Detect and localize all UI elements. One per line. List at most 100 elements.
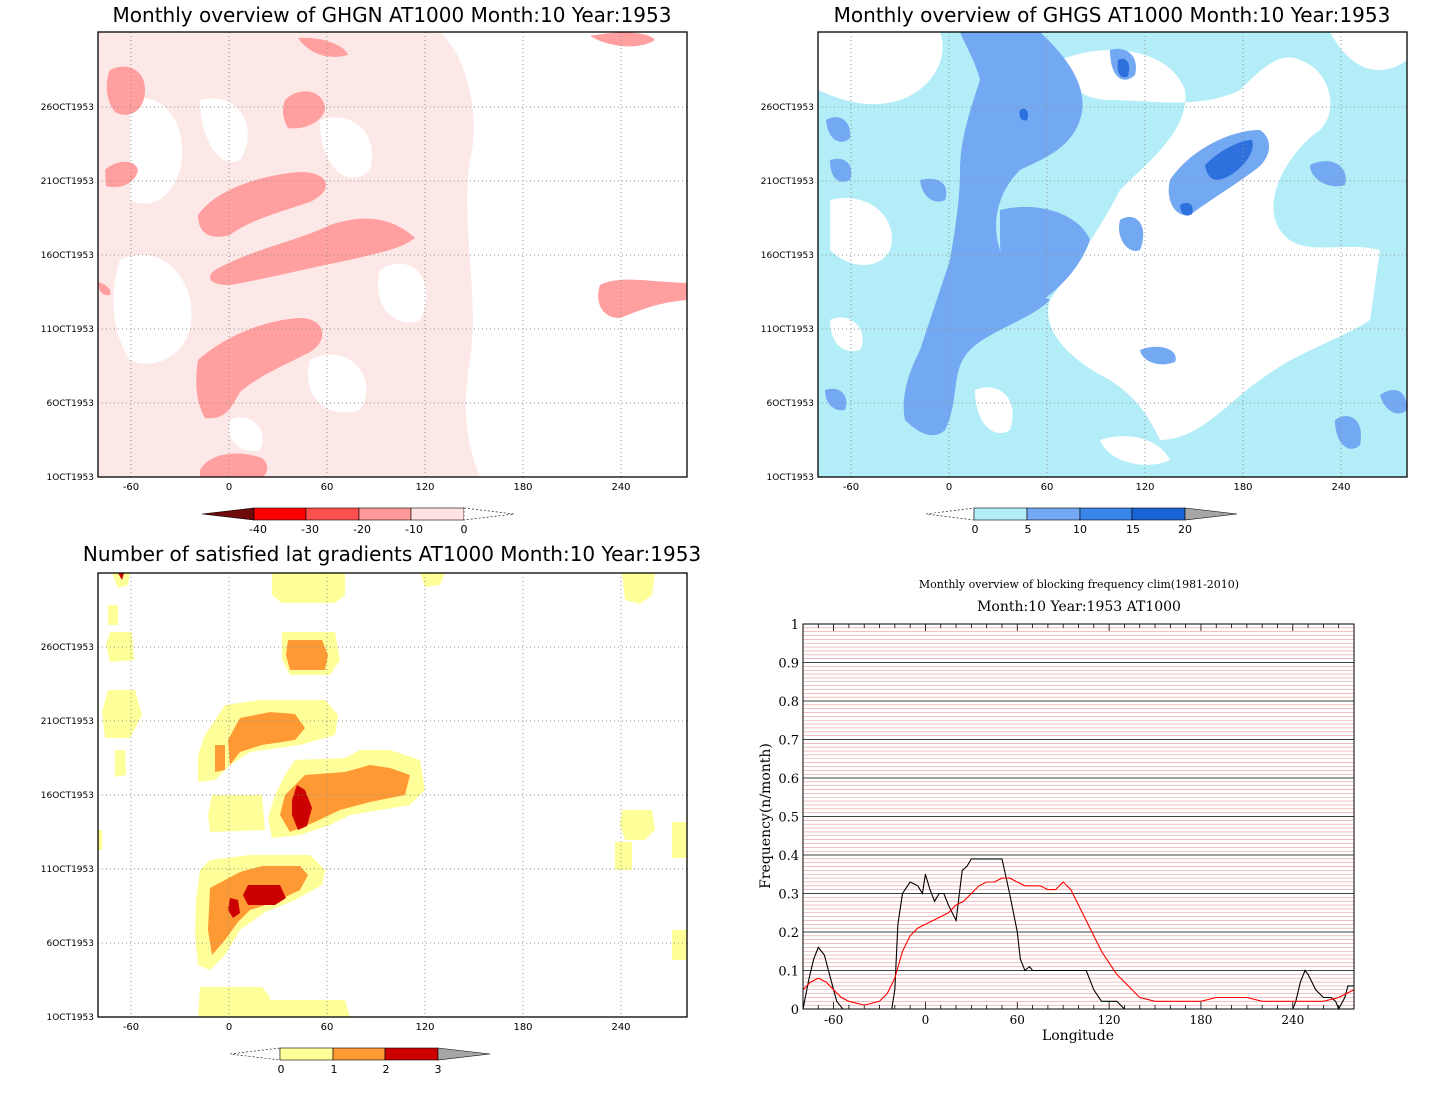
gradients-y-tick: 1OCT1953 <box>47 1013 95 1023</box>
ghgn-x-tick: 180 <box>513 482 532 493</box>
ghgs-field <box>818 32 1407 477</box>
ghgs-y-tick: 21OCT1953 <box>761 177 814 187</box>
ghgs-colorbar-label: 10 <box>1073 523 1087 536</box>
ghgn-y-tick: 16OCT1953 <box>41 251 94 261</box>
gradients-colorbar-label: 2 <box>383 1063 390 1076</box>
gradients-colorbar: 0 1 2 3 <box>229 1047 491 1076</box>
gradients-frame <box>97 572 688 1018</box>
chart-y-tick-label: 0.1 <box>778 965 799 980</box>
ghgn-x-tick: -60 <box>123 482 139 493</box>
chart-x-tick-label: 240 <box>1281 1013 1304 1027</box>
gradients-x-tick: 120 <box>415 1022 434 1033</box>
ghgn-y-tick: 21OCT1953 <box>41 177 94 187</box>
gradients-class2-areas <box>208 640 410 955</box>
ghgs-y-tick: 6OCT1953 <box>767 399 815 409</box>
chart-y-tick-label: 0.8 <box>778 695 799 710</box>
ghgn-title: Monthly overview of GHGN AT1000 Month:10… <box>113 3 672 27</box>
ghgn-y-axis: 1OCT1953 6OCT1953 11OCT1953 16OCT1953 21… <box>41 103 94 483</box>
ghgs-colorbar-label: 5 <box>1025 523 1032 536</box>
gradients-title: Number of satisfied lat gradients AT1000… <box>83 542 701 566</box>
chart-subtitle: Month:10 Year:1953 AT1000 <box>977 599 1181 615</box>
ghgn-light-areas <box>113 32 687 477</box>
chart-y-tick-label: 0 <box>791 1003 799 1018</box>
ghgn-x-tick: 0 <box>226 482 232 493</box>
ghgn-colorbar-label: 0 <box>461 523 468 536</box>
gradients-x-tick: 180 <box>513 1022 532 1033</box>
chart-y-tick-label: 0.7 <box>778 734 799 749</box>
gradients-colorbar-label: 0 <box>278 1063 285 1076</box>
ghgs-colorbar-label: 0 <box>972 523 979 536</box>
ghgn-colorbar: -40 -30 -20 -10 0 <box>201 507 515 536</box>
gradients-colorbar-label: 1 <box>331 1063 338 1076</box>
chart-y-tick-label: 0.9 <box>778 657 799 672</box>
chart-x-tick-label: -60 <box>824 1013 843 1027</box>
ghgn-panel: Monthly overview of GHGN AT1000 Month:10… <box>41 3 688 536</box>
gradients-x-tick: -60 <box>123 1022 139 1033</box>
chart-y-tick-label: 0.3 <box>778 888 799 903</box>
ghgn-x-tick: 240 <box>611 482 630 493</box>
chart-x-label: Longitude <box>1042 1028 1114 1044</box>
gradients-colorbar-label: 3 <box>435 1063 442 1076</box>
ghgn-y-tick: 1OCT1953 <box>47 473 95 483</box>
ghgn-x-axis: -60 0 60 120 180 240 <box>123 482 631 493</box>
chart-y-tick-label: 0.5 <box>778 811 799 826</box>
chart-y-axis: 0 0.1 0.2 0.3 0.4 0.5 0.6 0.7 0.8 0.9 1 <box>778 618 799 1018</box>
ghgs-colorbar-label: 15 <box>1126 523 1140 536</box>
chart-series-line-red <box>802 877 1355 1006</box>
gradients-x-axis: -60 0 60 120 180 240 <box>123 1022 631 1033</box>
chart-y-tick-label: 0.4 <box>778 849 799 864</box>
chart-x-tick-label: 120 <box>1098 1013 1121 1027</box>
ghgn-colorbar-label: -20 <box>353 523 371 536</box>
gradients-y-tick: 21OCT1953 <box>41 717 94 727</box>
gradients-class3-areas <box>118 573 312 918</box>
ghgn-y-tick: 26OCT1953 <box>41 103 94 113</box>
ghgn-colorbar-label: -30 <box>301 523 319 536</box>
ghgn-y-tick: 11OCT1953 <box>41 325 94 335</box>
chart-y-tick-label: 0.6 <box>778 772 799 787</box>
chart-series <box>802 858 1355 1011</box>
ghgs-x-tick: 180 <box>1233 482 1252 493</box>
ghgs-x-tick: 0 <box>946 482 952 493</box>
gradients-y-tick: 26OCT1953 <box>41 643 94 653</box>
ghgs-x-tick: 60 <box>1041 482 1054 493</box>
ghgs-x-axis: -60 0 60 120 180 240 <box>843 482 1351 493</box>
chart-x-tick-label: 60 <box>1010 1013 1025 1027</box>
ghgn-strong-areas <box>98 32 687 477</box>
ghgs-title: Monthly overview of GHGS AT1000 Month:10… <box>834 3 1391 27</box>
ghgn-field <box>98 32 687 477</box>
ghgs-colorbar: 0 5 10 15 20 <box>925 507 1238 536</box>
chart-x-tick-label: 0 <box>922 1013 930 1027</box>
gradients-y-tick: 11OCT1953 <box>41 865 94 875</box>
chart-y-label: Frequency(n/month) <box>758 743 774 889</box>
chart-y-tick-label: 0.2 <box>778 926 799 941</box>
gradients-x-tick: 240 <box>611 1022 630 1033</box>
gradients-y-tick: 6OCT1953 <box>47 939 95 949</box>
ghgn-x-tick: 120 <box>415 482 434 493</box>
ghgs-y-axis: 1OCT1953 6OCT1953 11OCT1953 16OCT1953 21… <box>761 103 814 483</box>
ghgs-x-tick: -60 <box>843 482 859 493</box>
gradients-panel: Number of satisfied lat gradients AT1000… <box>41 542 701 1076</box>
gradients-x-tick: 0 <box>226 1022 232 1033</box>
chart-y-tick-label: 1 <box>791 618 799 633</box>
ghgs-x-tick: 240 <box>1331 482 1350 493</box>
gradients-y-axis: 1OCT1953 6OCT1953 11OCT1953 16OCT1953 21… <box>41 643 94 1023</box>
ghgs-frame <box>817 31 1408 478</box>
chart-x-axis: -60 0 60 120 180 240 <box>824 1013 1304 1027</box>
chart-series-line-black <box>802 858 1354 1011</box>
ghgs-y-tick: 1OCT1953 <box>767 473 815 483</box>
chart-title: Monthly overview of blocking frequency c… <box>919 578 1239 591</box>
gradients-x-tick: 60 <box>321 1022 334 1033</box>
ghgs-x-tick: 120 <box>1135 482 1154 493</box>
gradients-field <box>98 573 687 1017</box>
ghgn-colorbar-label: -10 <box>405 523 423 536</box>
ghgs-y-tick: 16OCT1953 <box>761 251 814 261</box>
ghgn-frame <box>97 31 688 478</box>
blocking-frequency-chart: Monthly overview of blocking frequency c… <box>758 578 1355 1044</box>
ghgs-colorbar-label: 20 <box>1178 523 1192 536</box>
ghgs-y-tick: 26OCT1953 <box>761 103 814 113</box>
ghgs-y-tick: 11OCT1953 <box>761 325 814 335</box>
ghgn-x-tick: 60 <box>321 482 334 493</box>
gradients-y-tick: 16OCT1953 <box>41 791 94 801</box>
chart-x-tick-label: 180 <box>1189 1013 1212 1027</box>
